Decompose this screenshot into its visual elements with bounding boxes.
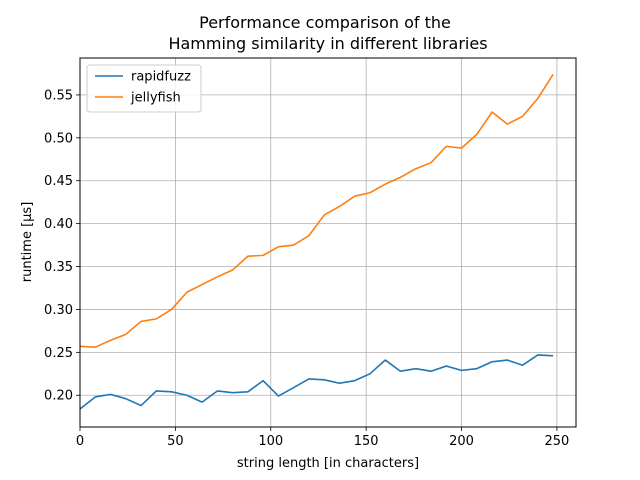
- x-tick-label: 250: [545, 434, 570, 449]
- x-tick-label: 150: [354, 434, 379, 449]
- legend: rapidfuzz jellyfish: [86, 64, 202, 113]
- chart-title-line-2: Hamming similarity in different librarie…: [168, 34, 487, 53]
- x-tick-label: 0: [76, 434, 84, 449]
- series-line-rapidfuzz: [79, 354, 554, 410]
- y-tick-label: 0.20: [44, 389, 73, 404]
- x-tick-label: 100: [258, 434, 283, 449]
- legend-label-jellyfish: jellyfish: [130, 91, 181, 106]
- grid-lines: [79, 58, 576, 427]
- y-tick-label: 0.30: [44, 303, 73, 318]
- series-lines: [79, 73, 554, 410]
- y-tick-label: 0.40: [44, 217, 73, 232]
- y-tick-label: 0.55: [44, 88, 73, 103]
- y-tick-label: 0.25: [44, 346, 73, 361]
- x-tick-label: 200: [449, 434, 474, 449]
- y-axis-label: runtime [µs]: [20, 202, 35, 283]
- y-tick-label: 0.50: [44, 131, 73, 146]
- y-tick-label: 0.35: [44, 260, 73, 275]
- x-tick-label: 50: [167, 434, 184, 449]
- y-tick-label: 0.45: [44, 174, 73, 189]
- axis-ticks: 0 50 100 150 200 250 0.20 0.25 0.30 0.35 0.40 0.45 0…: [44, 88, 569, 449]
- legend-label-rapidfuzz: rapidfuzz: [131, 70, 191, 85]
- x-axis-label: string length [in characters]: [237, 456, 419, 471]
- chart-title-line-1: Performance comparison of the: [199, 13, 451, 32]
- series-line-jellyfish: [79, 73, 554, 348]
- plot-frame: [79, 57, 577, 428]
